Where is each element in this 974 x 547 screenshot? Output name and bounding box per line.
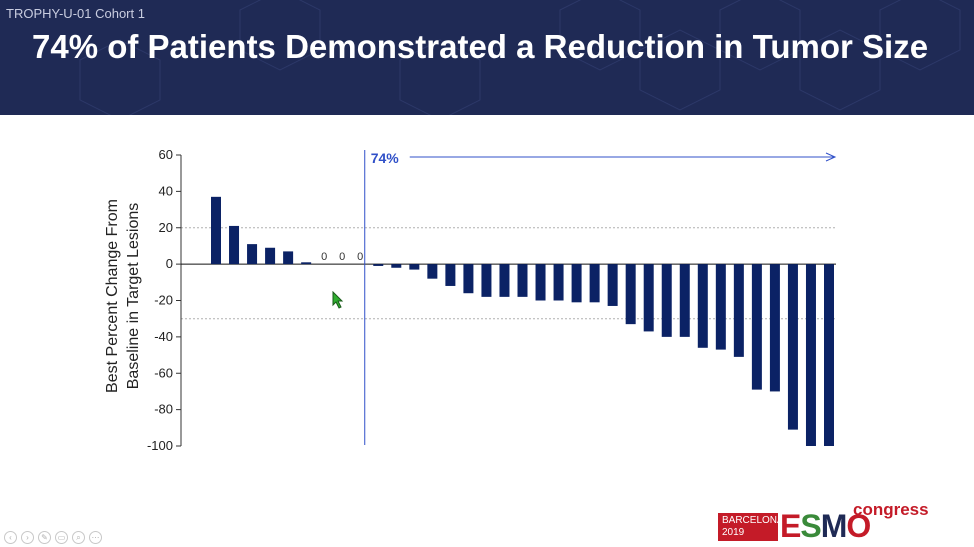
bar-12 — [427, 264, 438, 279]
logo-brand: ESMO — [780, 508, 871, 544]
bar-10 — [391, 264, 402, 268]
y-tick-label-5: -40 — [154, 329, 173, 344]
bar-17 — [517, 264, 528, 297]
bar-20 — [571, 264, 582, 303]
bar-3 — [265, 247, 276, 265]
bar-22 — [607, 264, 618, 306]
y-tick-label-1: 40 — [159, 183, 173, 198]
presentation-controls: ‹ › ✎ ▭ ⌕ ⋯ — [4, 531, 102, 544]
hexagon-pattern — [79, 0, 961, 115]
y-tick-label-6: -60 — [154, 365, 173, 380]
bar-25 — [661, 264, 672, 337]
bar-19 — [553, 264, 564, 301]
bar-29 — [733, 264, 744, 357]
bar-2 — [247, 244, 258, 265]
logo-suffix: congress — [853, 500, 929, 519]
bar-28 — [715, 264, 726, 350]
bar-1 — [229, 225, 240, 265]
esmo-logo: BARCELONA 2019 ESMO congress — [716, 500, 929, 544]
slide-header: TROPHY-U-01 Cohort 1 74% of Patients Dem… — [0, 0, 974, 115]
bar-30 — [751, 264, 762, 390]
bar-11 — [409, 264, 420, 270]
slides-icon[interactable]: ▭ — [55, 531, 68, 544]
bar-16 — [499, 264, 510, 297]
zero-value-label-1: 0 — [339, 251, 345, 263]
y-tick-label-7: -80 — [154, 402, 173, 417]
bar-21 — [589, 264, 600, 303]
previous-icon[interactable]: ‹ — [4, 531, 17, 544]
zero-value-label-2: 0 — [357, 251, 363, 263]
bar-31 — [769, 264, 780, 392]
bar-4 — [283, 251, 294, 265]
bar-27 — [697, 264, 708, 348]
pen-icon[interactable]: ✎ — [38, 531, 51, 544]
bar-15 — [481, 264, 492, 297]
y-tick-label-0: 60 — [159, 147, 173, 162]
bar-34 — [824, 264, 834, 446]
y-tick-label-4: -20 — [154, 293, 173, 308]
zero-value-label-0: 0 — [321, 251, 327, 263]
more-icon[interactable]: ⋯ — [89, 531, 102, 544]
bar-26 — [679, 264, 690, 337]
y-tick-label-2: 20 — [159, 220, 173, 235]
bar-23 — [625, 264, 636, 325]
next-icon[interactable]: › — [21, 531, 34, 544]
cohort-label: TROPHY-U-01 Cohort 1 — [6, 6, 145, 21]
bar-33 — [805, 264, 816, 446]
y-tick-label-3: 0 — [166, 256, 173, 271]
logo-year: 2019 — [722, 527, 745, 538]
bar-0 — [211, 196, 221, 265]
y-tick-label-8: -100 — [147, 438, 173, 453]
zoom-icon[interactable]: ⌕ — [72, 531, 85, 544]
bar-9 — [373, 264, 384, 266]
bar-13 — [445, 264, 456, 286]
y-axis-label-line-2: Baseline in Target Lesions — [125, 203, 142, 390]
bar-32 — [787, 264, 798, 430]
bar-18 — [535, 264, 546, 301]
logo-city: BARCELONA — [722, 515, 784, 526]
bar-24 — [643, 264, 654, 332]
y-axis-label-line-1: Best Percent Change From — [104, 199, 121, 393]
mouse-cursor-icon — [332, 290, 344, 314]
slide-title: 74% of Patients Demonstrated a Reduction… — [32, 28, 929, 65]
bar-14 — [463, 264, 474, 294]
logo-city-box: BARCELONA 2019 — [718, 513, 784, 541]
bar-5 — [301, 262, 312, 265]
annotation-label: 74% — [371, 150, 400, 166]
annotation-arrowhead — [825, 152, 837, 162]
